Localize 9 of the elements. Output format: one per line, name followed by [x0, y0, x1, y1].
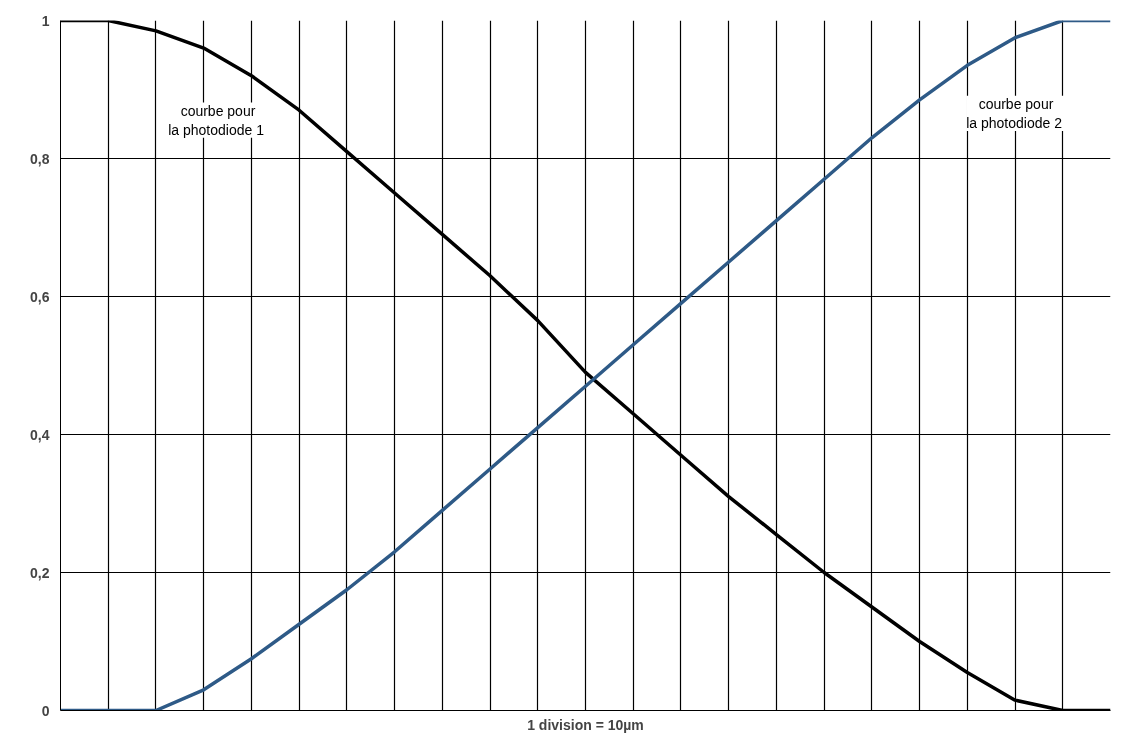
y-tick-label: 0,4 [30, 426, 50, 443]
x-axis-title: 1 division = 10µm [527, 716, 644, 733]
y-tick-label: 0,2 [30, 564, 50, 581]
series-label: courbe pour la photodiode 1 [168, 102, 265, 138]
y-tick-label: 0,6 [30, 288, 50, 305]
y-tick-label: 0 [41, 702, 50, 719]
y-tick-label: 1 [41, 12, 50, 29]
y-tick-label: 0,8 [30, 150, 50, 167]
series-label: courbe pour la photodiode 2 [966, 95, 1063, 131]
